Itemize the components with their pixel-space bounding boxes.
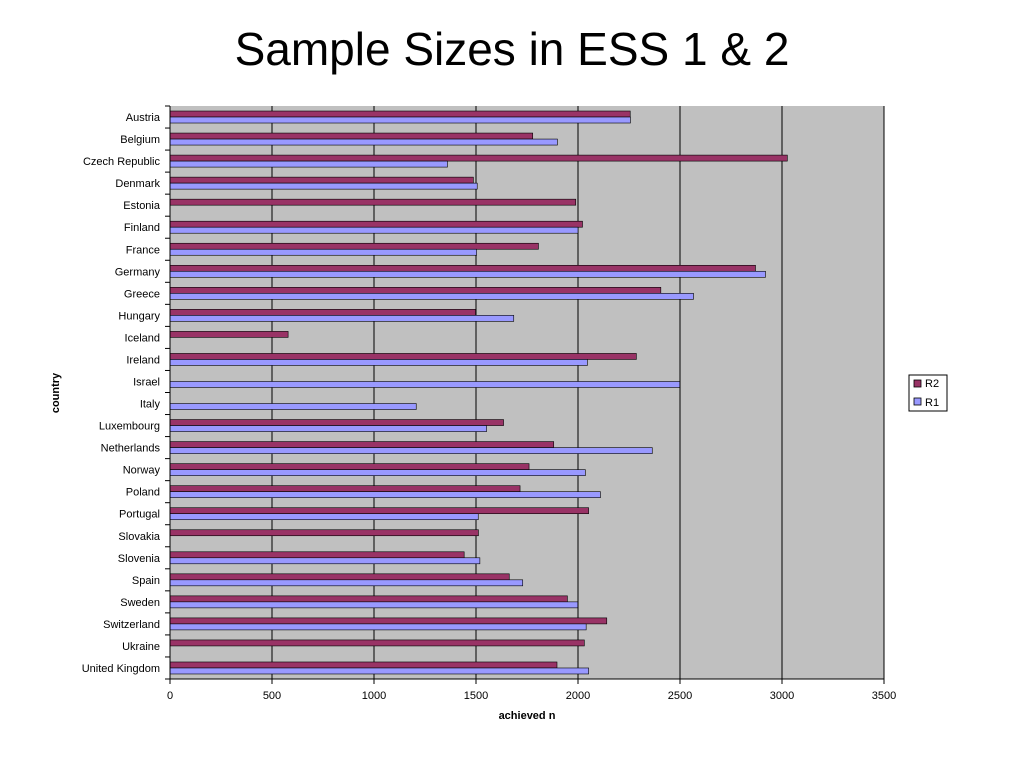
bar-r2-luxembourg [169, 419, 504, 426]
bar-r2-portugal [169, 507, 589, 515]
category-label: Germany [115, 266, 161, 278]
bar-r1-greece [169, 293, 694, 300]
bar-r2-denmark [169, 176, 474, 184]
x-tick-label: 2500 [668, 690, 692, 702]
category-label: Denmark [115, 178, 160, 190]
bar-r1-ireland [169, 359, 588, 366]
bar-r1-luxembourg [169, 425, 487, 432]
category-label: Norway [123, 465, 161, 477]
category-label: Netherlands [101, 443, 161, 455]
bar-r2-ireland [169, 353, 637, 360]
category-label: Hungary [118, 310, 160, 322]
bar-r2-switzerland [169, 617, 608, 625]
bar-r2-united-kingdom [169, 661, 558, 669]
bar-r2-iceland [169, 331, 289, 338]
legend: R2 R1 [908, 374, 948, 412]
category-label: Portugal [119, 509, 160, 521]
plot-area [170, 106, 884, 679]
category-label: Finland [124, 222, 160, 234]
y-axis-title: country [50, 372, 62, 413]
bar-r2-germany [169, 264, 756, 272]
slide-title: Sample Sizes in ESS 1 & 2 [234, 23, 790, 75]
bar-r1-france [169, 248, 477, 256]
bar-r1-netherlands [169, 447, 653, 454]
bar-r1-czech-republic [169, 160, 448, 168]
bar-r1-belgium [169, 138, 558, 146]
category-label: Sweden [120, 597, 160, 609]
category-label: Spain [132, 575, 160, 587]
bar-r2-poland [169, 485, 521, 492]
category-label: Austria [126, 112, 161, 124]
bar-r2-czech-republic [169, 154, 788, 162]
bar-r2-austria [169, 110, 631, 118]
bar-r1-finland [169, 226, 579, 234]
category-label: Czech Republic [83, 156, 161, 168]
category-label: Israel [133, 376, 160, 388]
category-label: Italy [140, 399, 161, 411]
category-label: Luxembourg [99, 421, 160, 433]
bar-r1-switzerland [169, 623, 587, 631]
category-label: Slovakia [118, 531, 160, 543]
bar-r2-greece [169, 287, 662, 294]
category-label: Belgium [120, 134, 160, 146]
bar-r2-netherlands [169, 441, 555, 448]
x-tick-label: 1000 [362, 690, 386, 702]
category-label: Poland [126, 487, 160, 499]
bar-r2-slovenia [169, 551, 465, 559]
bar-r2-belgium [169, 132, 534, 140]
legend-swatch-r2 [913, 379, 922, 388]
bar-r1-united-kingdom [169, 667, 589, 675]
legend-label-r1: R1 [925, 397, 939, 409]
bar-r2-spain [169, 573, 510, 581]
x-tick-label: 1500 [464, 690, 488, 702]
bar-r1-norway [169, 469, 586, 476]
x-tick-label: 3500 [872, 690, 896, 702]
category-label: Ukraine [122, 641, 160, 653]
bar-r2-sweden [169, 595, 568, 603]
bars [169, 110, 788, 675]
legend-swatch-r1 [913, 397, 922, 406]
bar-r1-poland [169, 491, 601, 498]
bar-r2-france [169, 242, 539, 250]
bar-r1-slovenia [169, 557, 481, 565]
category-label: Switzerland [103, 619, 160, 631]
bar-r1-portugal [169, 513, 479, 521]
bar-r1-sweden [169, 601, 579, 609]
bar-r2-finland [169, 220, 583, 228]
bar-r2-ukraine [169, 639, 585, 647]
category-label: United Kingdom [82, 663, 160, 675]
x-axis-title: achieved n [499, 710, 556, 722]
bar-r1-spain [169, 579, 524, 587]
bar-r2-slovakia [169, 529, 479, 537]
category-label: France [126, 244, 160, 256]
x-tick-label: 3000 [770, 690, 794, 702]
legend-label-r2: R2 [925, 378, 939, 390]
bar-r2-estonia [169, 198, 577, 206]
bar-r1-hungary [169, 315, 515, 322]
axes: 0 500 1000 1500 2000 2500 3000 3500 Austria Belgi… [82, 105, 896, 702]
category-label: Greece [124, 288, 160, 300]
category-label: Estonia [123, 200, 161, 212]
bar-r1-austria [169, 116, 631, 124]
bar-r1-germany [169, 270, 766, 278]
category-label: Ireland [126, 354, 160, 366]
x-tick-label: 0 [167, 690, 173, 702]
x-tick-label: 2000 [566, 690, 590, 702]
x-tick-label: 500 [263, 690, 281, 702]
bar-r2-norway [169, 463, 530, 470]
category-label: Slovenia [118, 553, 161, 565]
bar-r2-hungary [169, 309, 476, 316]
category-label: Iceland [125, 332, 160, 344]
bar-r1-denmark [169, 182, 478, 190]
bar-r1-israel [169, 381, 681, 388]
bar-r1-italy [169, 403, 417, 410]
